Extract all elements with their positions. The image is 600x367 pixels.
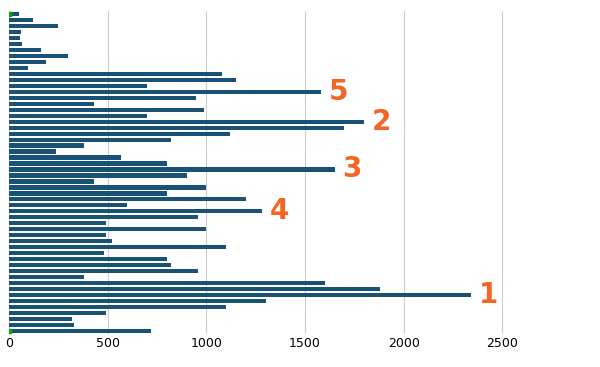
- Bar: [9, 149, 56, 154]
- Bar: [9, 156, 121, 160]
- Bar: [9, 329, 151, 333]
- Text: 5: 5: [329, 78, 348, 106]
- Bar: [9, 54, 68, 58]
- Bar: [9, 66, 28, 70]
- Bar: [9, 96, 196, 100]
- Bar: [9, 18, 32, 22]
- Bar: [9, 120, 364, 124]
- Bar: [9, 245, 226, 249]
- Text: 1: 1: [479, 281, 498, 309]
- Text: 3: 3: [343, 156, 362, 184]
- Bar: [9, 287, 380, 291]
- Bar: [9, 275, 84, 279]
- Bar: [9, 102, 94, 106]
- Bar: [9, 30, 21, 34]
- Text: 4: 4: [269, 197, 289, 225]
- Bar: [9, 161, 167, 166]
- Bar: [9, 173, 187, 178]
- Bar: [9, 323, 74, 327]
- Bar: [9, 305, 226, 309]
- Bar: [9, 233, 106, 237]
- Text: 2: 2: [372, 108, 391, 136]
- Bar: [9, 311, 106, 315]
- Bar: [9, 239, 112, 243]
- Bar: [9, 42, 22, 46]
- Bar: [9, 203, 127, 207]
- Bar: [9, 78, 236, 82]
- Bar: [9, 126, 344, 130]
- Bar: [9, 227, 206, 232]
- Bar: [9, 179, 94, 184]
- Bar: [9, 269, 199, 273]
- Bar: [9, 12, 19, 16]
- Bar: [9, 138, 171, 142]
- Bar: [9, 131, 230, 136]
- Bar: [9, 263, 171, 267]
- Bar: [9, 113, 147, 118]
- Bar: [9, 108, 205, 112]
- Bar: [9, 209, 262, 214]
- Bar: [9, 197, 246, 201]
- Bar: [9, 90, 321, 94]
- Bar: [9, 36, 20, 40]
- Bar: [9, 215, 199, 219]
- Bar: [9, 281, 325, 285]
- Bar: [9, 143, 84, 148]
- Bar: [9, 221, 106, 225]
- Bar: [9, 185, 206, 189]
- Bar: [9, 299, 265, 303]
- Bar: [9, 48, 41, 52]
- Bar: [9, 60, 46, 64]
- Bar: [9, 317, 72, 321]
- Bar: [9, 167, 335, 172]
- Bar: [9, 293, 471, 297]
- Bar: [9, 24, 58, 28]
- Bar: [9, 84, 147, 88]
- Bar: [9, 72, 222, 76]
- Bar: [9, 251, 104, 255]
- Bar: [9, 191, 167, 196]
- Bar: [9, 257, 167, 261]
